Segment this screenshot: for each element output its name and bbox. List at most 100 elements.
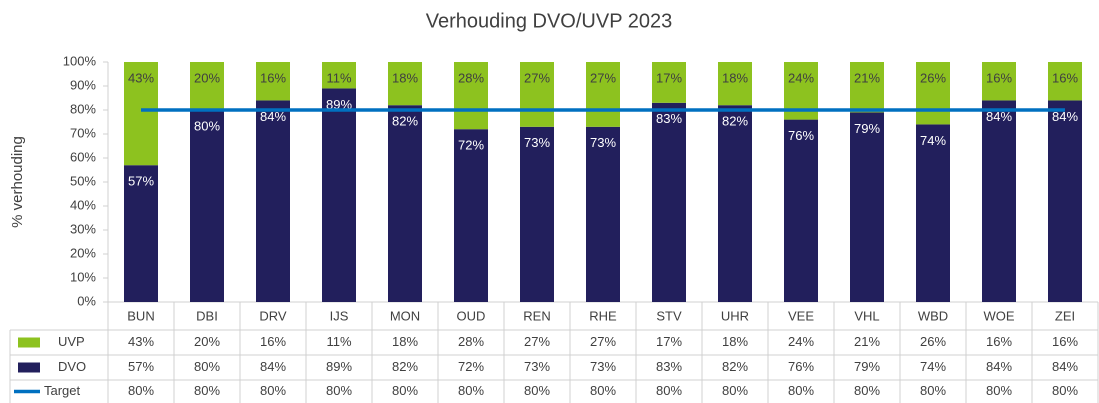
bar-segment bbox=[586, 126, 620, 302]
x-tick-label: VHL bbox=[854, 308, 879, 323]
table-value: 84% bbox=[1052, 359, 1078, 374]
table-value: 11% bbox=[326, 334, 351, 349]
table-value: 82% bbox=[722, 359, 748, 374]
legend-key bbox=[18, 362, 40, 373]
table-value: 18% bbox=[722, 334, 748, 349]
table-value: 28% bbox=[458, 334, 484, 349]
bar-segment bbox=[718, 105, 752, 302]
bar-segment bbox=[256, 62, 290, 101]
table-value: 21% bbox=[854, 334, 880, 349]
bar-segment bbox=[454, 62, 488, 130]
table-value: 74% bbox=[920, 359, 946, 374]
bar-segment bbox=[124, 62, 158, 166]
table-value: 80% bbox=[920, 383, 946, 398]
bar-segment bbox=[256, 100, 290, 303]
data-label: 84% bbox=[260, 109, 286, 124]
bar-segment bbox=[388, 62, 422, 106]
table-value: 80% bbox=[788, 383, 814, 398]
bar-segment bbox=[916, 124, 950, 303]
y-tick-label: 50% bbox=[70, 173, 96, 188]
table-value: 73% bbox=[524, 359, 550, 374]
data-label: 27% bbox=[524, 70, 550, 85]
table-value: 83% bbox=[656, 359, 682, 374]
data-label: 21% bbox=[854, 70, 880, 85]
bar-segment bbox=[190, 110, 224, 302]
table-value: 57% bbox=[128, 359, 154, 374]
x-tick-label: STV bbox=[656, 308, 682, 323]
data-label: 72% bbox=[458, 138, 484, 153]
data-label: 57% bbox=[128, 174, 154, 189]
table-value: 80% bbox=[854, 383, 880, 398]
table-value: 80% bbox=[458, 383, 484, 398]
data-label: 84% bbox=[986, 109, 1012, 124]
data-label: 18% bbox=[722, 70, 748, 85]
table-value: 73% bbox=[590, 359, 616, 374]
y-tick-label: 0% bbox=[77, 293, 96, 308]
legend-key bbox=[18, 337, 40, 348]
x-tick-label: VEE bbox=[788, 308, 814, 323]
x-tick-label: WBD bbox=[918, 308, 948, 323]
bar-segment bbox=[124, 165, 158, 302]
table-value: 16% bbox=[1052, 334, 1078, 349]
bar-segment bbox=[454, 129, 488, 302]
table-value: 82% bbox=[392, 359, 418, 374]
bar-segment bbox=[1048, 62, 1082, 101]
data-label: 82% bbox=[722, 114, 748, 129]
table-value: 16% bbox=[260, 334, 286, 349]
data-label: 82% bbox=[392, 114, 418, 129]
table-value: 17% bbox=[656, 334, 682, 349]
table-value: 16% bbox=[986, 334, 1012, 349]
x-tick-label: MON bbox=[390, 308, 420, 323]
table-value: 80% bbox=[260, 383, 286, 398]
data-label: 84% bbox=[1052, 109, 1078, 124]
table-value: 80% bbox=[128, 383, 154, 398]
table-value: 43% bbox=[128, 334, 154, 349]
bar-segment bbox=[652, 102, 686, 302]
table-value: 80% bbox=[656, 383, 682, 398]
x-tick-label: DBI bbox=[196, 308, 218, 323]
data-label: 28% bbox=[458, 70, 484, 85]
legend-label: UVP bbox=[58, 334, 85, 349]
bar-segment bbox=[322, 62, 356, 89]
data-label: 83% bbox=[656, 111, 682, 126]
table-value: 20% bbox=[194, 334, 220, 349]
table-value: 26% bbox=[920, 334, 946, 349]
x-tick-label: REN bbox=[523, 308, 550, 323]
y-tick-label: 20% bbox=[70, 245, 96, 260]
bar-segment bbox=[784, 119, 818, 302]
bar-segment bbox=[322, 88, 356, 303]
y-tick-label: 80% bbox=[70, 101, 96, 116]
bar-segment bbox=[916, 62, 950, 125]
bar-segment bbox=[982, 62, 1016, 101]
bar-segment bbox=[520, 126, 554, 302]
bar-segment bbox=[652, 62, 686, 103]
x-tick-label: RHE bbox=[589, 308, 617, 323]
x-tick-label: ZEI bbox=[1055, 308, 1075, 323]
y-tick-label: 10% bbox=[70, 269, 96, 284]
bar-segment bbox=[1048, 100, 1082, 303]
data-label: 80% bbox=[194, 118, 220, 133]
data-label: 73% bbox=[524, 135, 550, 150]
data-label: 26% bbox=[920, 70, 946, 85]
bar-segment bbox=[586, 62, 620, 127]
data-label: 73% bbox=[590, 135, 616, 150]
x-tick-label: DRV bbox=[259, 308, 287, 323]
table-value: 80% bbox=[722, 383, 748, 398]
y-tick-label: 90% bbox=[70, 77, 96, 92]
data-label: 24% bbox=[788, 70, 814, 85]
data-label: 27% bbox=[590, 70, 616, 85]
x-tick-label: IJS bbox=[330, 308, 349, 323]
data-label: 16% bbox=[1052, 70, 1078, 85]
bar-segment bbox=[982, 100, 1016, 303]
x-tick-label: BUN bbox=[127, 308, 154, 323]
x-tick-label: UHR bbox=[721, 308, 749, 323]
table-value: 27% bbox=[590, 334, 616, 349]
table-value: 24% bbox=[788, 334, 814, 349]
bar-segment bbox=[850, 112, 884, 303]
legend-label: DVO bbox=[58, 359, 86, 374]
table-value: 80% bbox=[392, 383, 418, 398]
data-label: 76% bbox=[788, 128, 814, 143]
x-tick-label: WOE bbox=[983, 308, 1014, 323]
table-value: 89% bbox=[326, 359, 352, 374]
